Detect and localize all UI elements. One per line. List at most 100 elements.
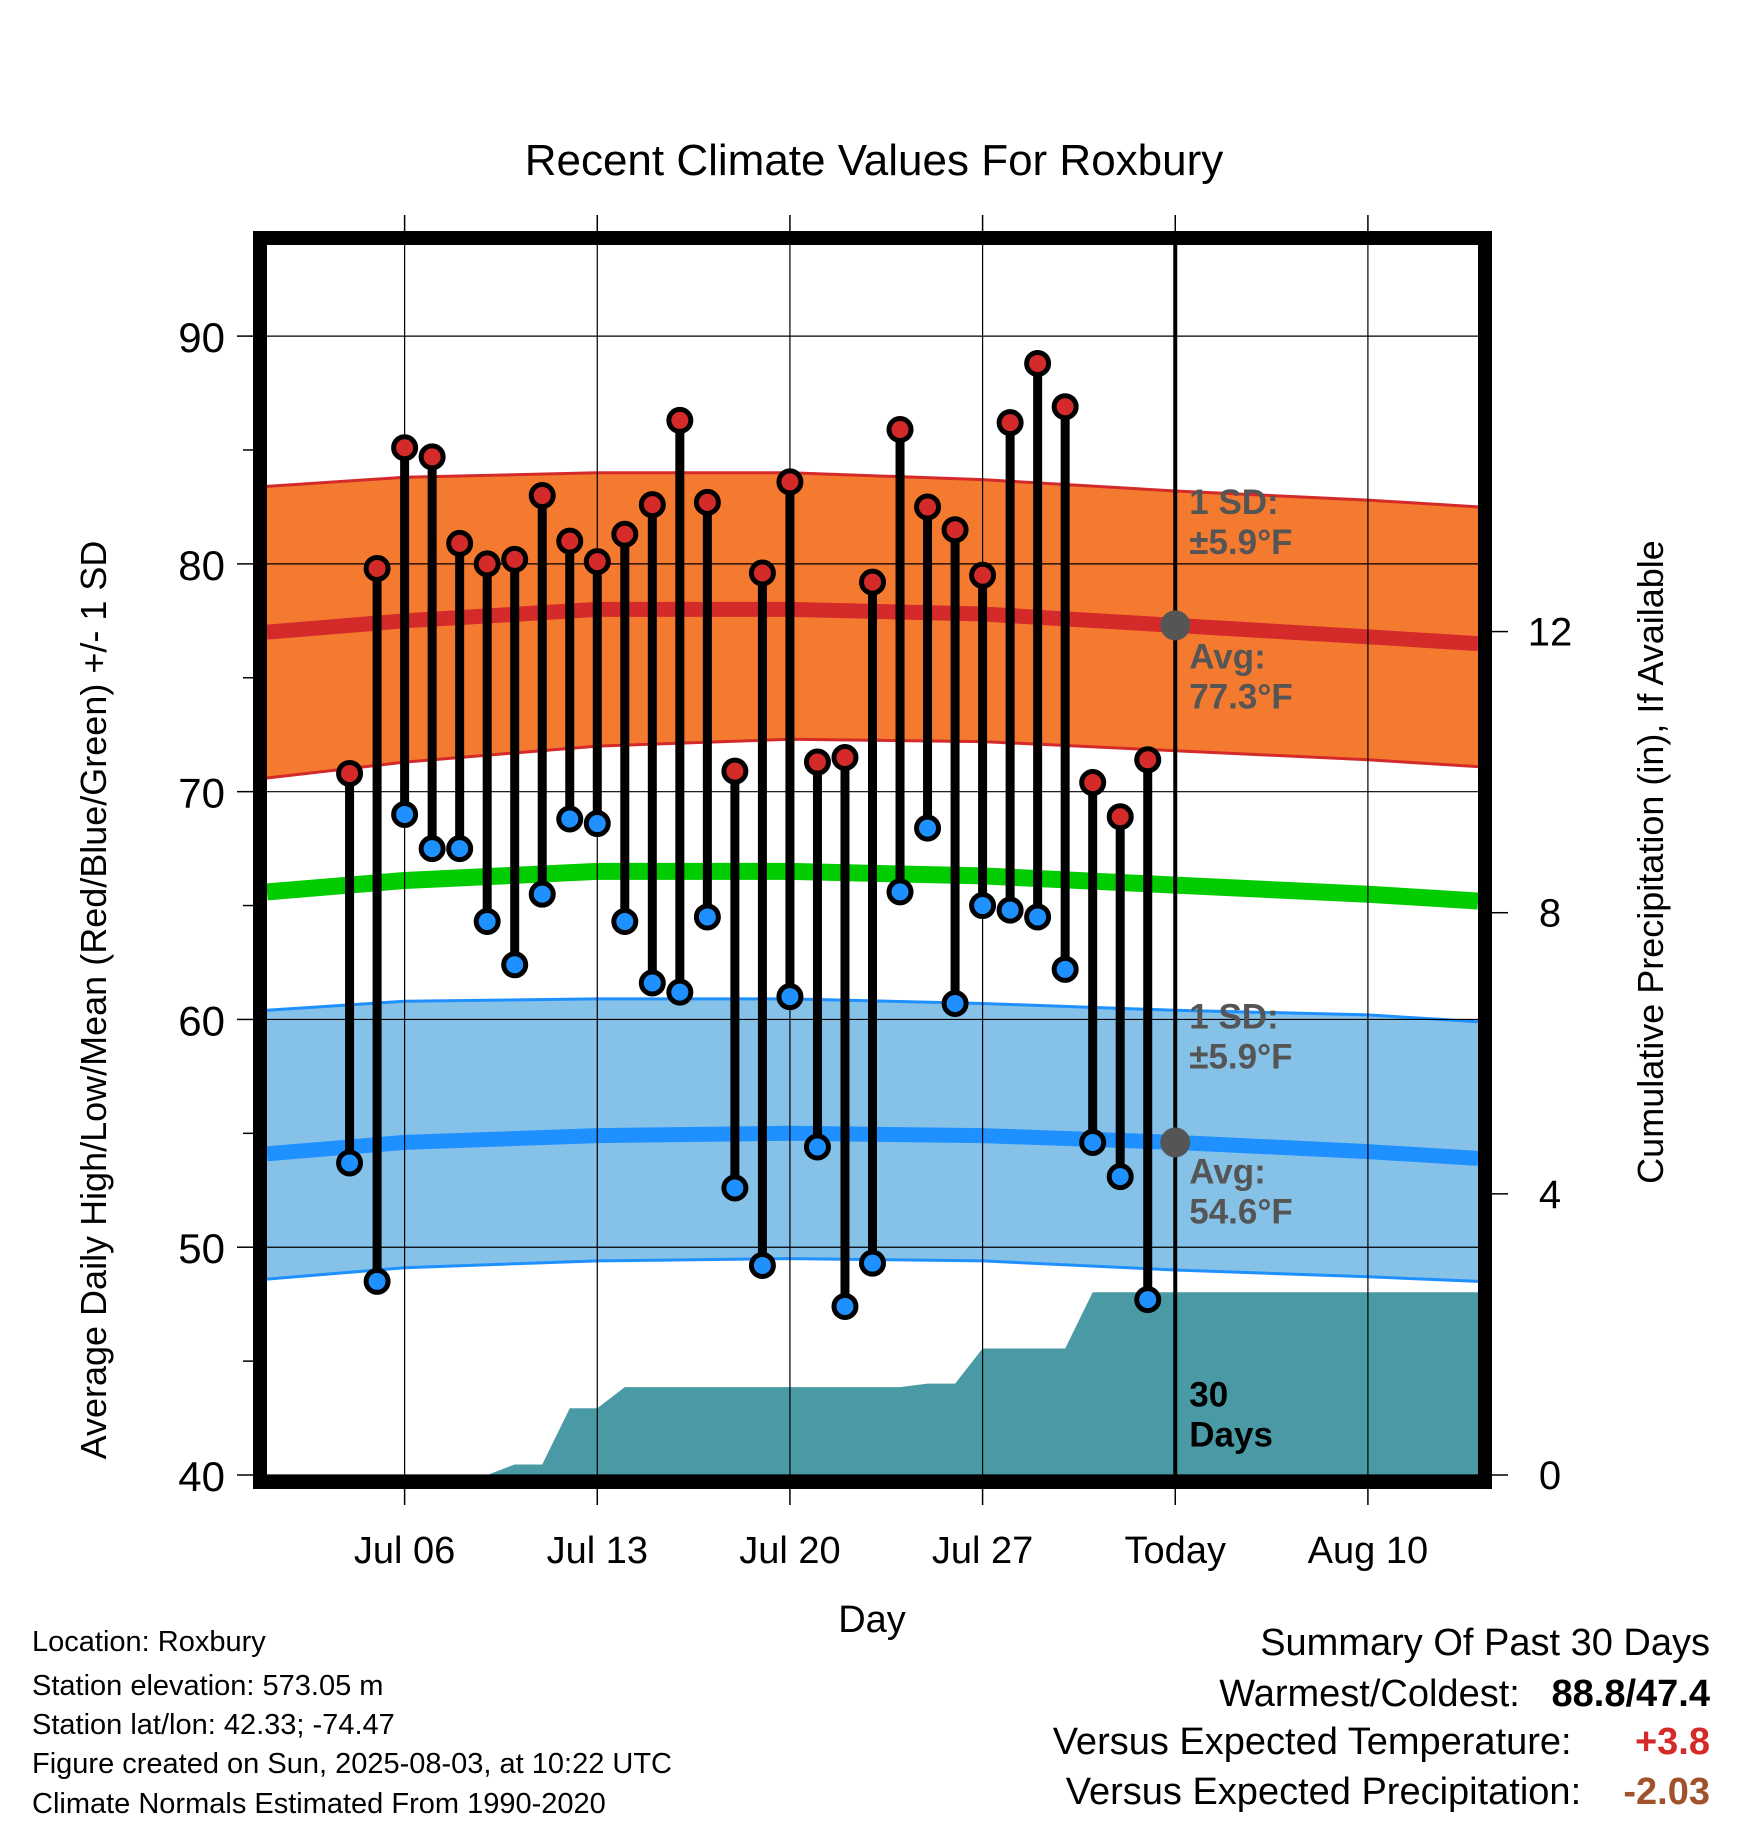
precip-days-annotation-line: 30 <box>1189 1376 1228 1415</box>
info-created: Figure created on Sun, 2025-08-03, at 10… <box>32 1748 672 1780</box>
summary-warm-row: Warmest/Coldest: 88.8/47.4 <box>1219 1675 1710 1713</box>
summary-warm-value: 88.8/47.4 <box>1551 1673 1710 1715</box>
info-normals: Climate Normals Estimated From 1990-2020 <box>32 1788 606 1820</box>
summary-prec-label: Versus Expected Precipitation: <box>1065 1771 1582 1813</box>
daily-high-point <box>721 757 749 785</box>
daily-low-point <box>611 908 639 935</box>
daily-low-point <box>528 880 556 908</box>
daily-low-point <box>583 810 611 838</box>
daily-high-point <box>859 568 886 596</box>
x-tick-label: Jul 13 <box>547 1530 648 1572</box>
daily-low-point <box>363 1267 391 1295</box>
daily-high-point <box>1134 746 1162 774</box>
y-tick-label-left: 80 <box>178 542 225 589</box>
info-elevation: Station elevation: 573.05 m <box>32 1670 384 1702</box>
low-avg-annotation: Avg: 54.6°F <box>1189 1152 1293 1231</box>
y-tick-label-right: 12 <box>1528 611 1573 655</box>
daily-low-point <box>1079 1128 1107 1156</box>
info-latlon: Station lat/lon: 42.33; -74.47 <box>32 1709 395 1741</box>
y-tick-label-left: 50 <box>178 1225 225 1272</box>
daily-low-point <box>1106 1163 1134 1191</box>
daily-high-point <box>748 559 776 587</box>
daily-low-point <box>748 1251 776 1279</box>
daily-high-point <box>941 516 969 544</box>
daily-low-point <box>473 908 501 935</box>
precip-days-annotation-line: Days <box>1189 1416 1273 1455</box>
daily-high-point <box>831 744 859 771</box>
low-avg-annotation-line: Avg: <box>1189 1152 1265 1191</box>
daily-high-point <box>776 468 804 496</box>
info-location: Location: Roxbury <box>32 1626 266 1658</box>
daily-low-point <box>336 1149 364 1177</box>
daily-low-point <box>941 990 969 1017</box>
y-tick-label-left: 60 <box>178 997 225 1044</box>
daily-low-point <box>776 983 804 1011</box>
daily-low-point <box>446 835 474 863</box>
low-sd-lower-line <box>267 1257 1478 1283</box>
daily-high-point <box>638 491 666 519</box>
high-avg-annotation-line: 77.3°F <box>1189 678 1293 717</box>
daily-high-point <box>363 554 391 582</box>
daily-low-point <box>501 951 529 979</box>
daily-high-point <box>803 748 831 776</box>
summary-warm-label: Warmest/Coldest: <box>1219 1673 1520 1715</box>
summary-temp-value: +3.8 <box>1634 1721 1710 1763</box>
daily-low-point <box>1134 1286 1162 1314</box>
daily-high-point <box>473 550 501 578</box>
high-sd-annotation-line: ±5.9°F <box>1189 523 1292 562</box>
daily-low-point <box>859 1249 886 1277</box>
high-sd-lower-line <box>267 737 1478 780</box>
high-avg-annotation: Avg: 77.3°F <box>1189 638 1293 717</box>
daily-high-point <box>996 409 1024 437</box>
daily-low-point <box>996 896 1024 924</box>
daily-low-point <box>418 835 446 863</box>
daily-low-point <box>638 969 666 997</box>
x-tick-label: Jul 27 <box>932 1530 1033 1572</box>
high-avg-annotation-line: Avg: <box>1189 638 1265 677</box>
summary-temp-row: Versus Expected Temperature: +3.8 <box>1053 1723 1710 1761</box>
y-tick-label-right: 0 <box>1539 1454 1561 1498</box>
y-tick-label-left: 40 <box>178 1453 225 1500</box>
today-high-normal-marker <box>1160 610 1191 641</box>
today-low-normal-marker <box>1160 1127 1191 1158</box>
daily-high-point <box>886 416 914 443</box>
daily-high-point <box>391 434 419 462</box>
daily-high-point <box>969 561 997 589</box>
low-sd-annotation-line: ±5.9°F <box>1189 1038 1292 1077</box>
low-sd-upper-line <box>267 997 1478 1024</box>
summary-prec-value: -2.03 <box>1623 1771 1710 1813</box>
low-avg-annotation-line: 54.6°F <box>1189 1192 1293 1231</box>
daily-high-point <box>1051 393 1079 421</box>
daily-low-point <box>666 978 694 1006</box>
daily-low-point <box>969 892 997 920</box>
x-tick-label: Aug 10 <box>1308 1530 1428 1572</box>
daily-high-point <box>1106 803 1134 831</box>
daily-low-point <box>693 903 721 931</box>
mean-avg-line <box>267 862 1478 910</box>
y-axis-label-left: Average Daily High/Low/Mean (Red/Blue/Gr… <box>73 541 114 1460</box>
x-axis-label: Day <box>838 1599 906 1641</box>
y-tick-label-left: 70 <box>178 770 225 817</box>
y-tick-label-left: 90 <box>178 314 225 361</box>
high-sd-upper-line <box>267 471 1478 509</box>
y-axis-label-right: Cumulative Precipitation (in), If Availa… <box>1630 540 1671 1184</box>
y-tick-label-right: 4 <box>1539 1173 1561 1217</box>
daily-low-point <box>1051 955 1079 983</box>
daily-high-point <box>611 520 639 548</box>
daily-low-point <box>914 814 942 842</box>
low-avg-line <box>267 1125 1478 1166</box>
daily-high-point <box>446 529 474 557</box>
daily-high-point <box>914 493 942 521</box>
x-tick-label: Today <box>1125 1530 1226 1572</box>
daily-high-point <box>666 406 694 434</box>
daily-high-point <box>1024 349 1052 377</box>
summary-prec-row: Versus Expected Precipitation: -2.03 <box>1066 1773 1710 1811</box>
plot-frame <box>253 231 1492 1489</box>
y-tick-label-right: 8 <box>1539 892 1561 936</box>
precip-days-annotation: 30 Days <box>1189 1376 1273 1455</box>
plot-inner <box>267 245 1478 1475</box>
summary-heading: Summary Of Past 30 Days <box>1260 1622 1710 1664</box>
summary-temp-label: Versus Expected Temperature: <box>1052 1721 1572 1763</box>
high-sd-annotation: 1 SD: ±5.9°F <box>1189 483 1292 562</box>
